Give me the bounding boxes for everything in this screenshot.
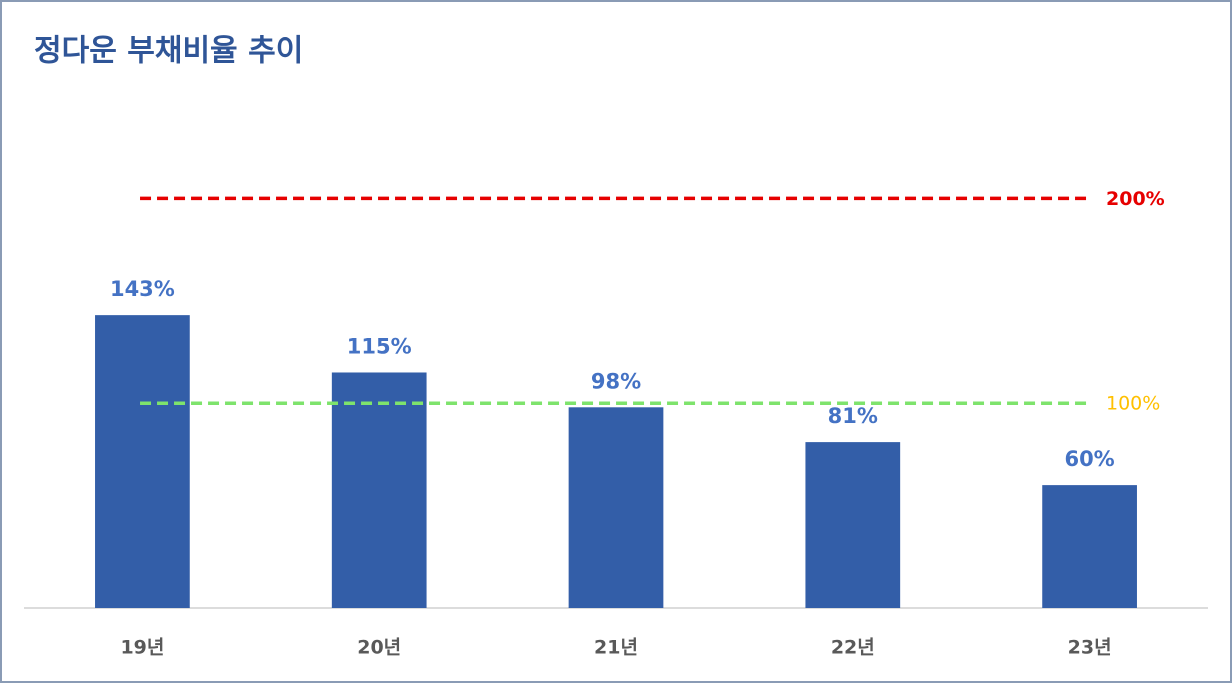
value-label: 143% [110,277,175,301]
value-label: 60% [1064,447,1114,471]
reference-label: 200% [1106,188,1165,210]
value-label: 81% [828,404,878,428]
x-tick-label: 21년 [594,637,638,659]
bar [95,315,190,608]
x-tick-label: 23년 [1068,637,1112,659]
x-tick-label: 20년 [357,637,401,659]
bar [1042,485,1137,608]
value-label: 115% [347,334,412,358]
bar [331,372,427,608]
x-tick-label: 19년 [120,637,164,659]
reference-label: 100% [1106,393,1160,415]
bar [805,442,901,608]
value-label: 98% [591,369,641,393]
x-tick-label: 22년 [831,637,875,659]
chart-title: 정다운 부채비율 추이 [34,34,303,69]
bar [568,407,664,608]
